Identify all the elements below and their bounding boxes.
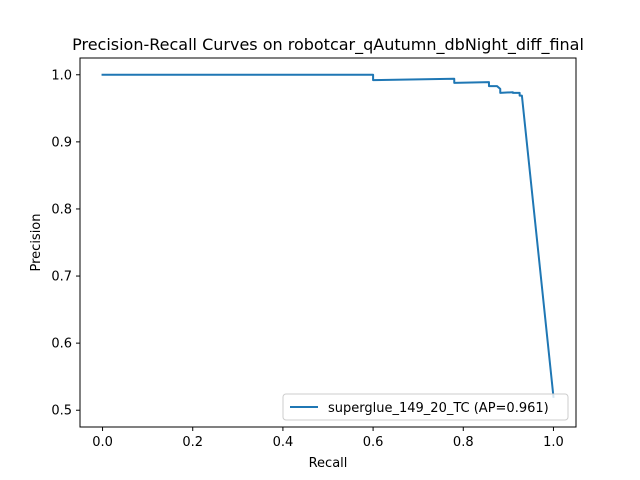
y-tick-label: 1.0 (51, 68, 72, 83)
chart-title: Precision-Recall Curves on robotcar_qAut… (72, 35, 584, 55)
x-tick-label: 0.0 (92, 435, 113, 450)
x-tick-label: 1.0 (543, 435, 564, 450)
plot-area (101, 73, 555, 398)
x-tick-label: 0.6 (363, 435, 384, 450)
x-tick-label: 0.2 (182, 435, 203, 450)
legend: superglue_149_20_TC (AP=0.961) (282, 393, 569, 421)
y-tick-label: 0.6 (51, 337, 72, 352)
y-tick-label: 0.9 (51, 135, 72, 150)
x-tick-label: 0.4 (273, 435, 294, 450)
y-tick-label: 0.8 (51, 202, 72, 217)
series-line-0 (101, 73, 555, 398)
x-tick-label: 0.8 (453, 435, 474, 450)
x-axis-label: Recall (309, 456, 348, 471)
y-tick-label: 0.7 (51, 270, 72, 285)
y-axis-label: Precision (29, 213, 44, 271)
legend-entry-label: superglue_149_20_TC (AP=0.961) (328, 401, 549, 416)
axes-frame (79, 57, 577, 428)
legend-box (282, 393, 569, 421)
y-tick-label: 0.5 (51, 404, 72, 419)
axis-ticks: 0.0 0.2 0.4 0.6 0.8 1.0 0.5 0.6 0.7 0.8 0.9 1.0 (51, 68, 563, 450)
